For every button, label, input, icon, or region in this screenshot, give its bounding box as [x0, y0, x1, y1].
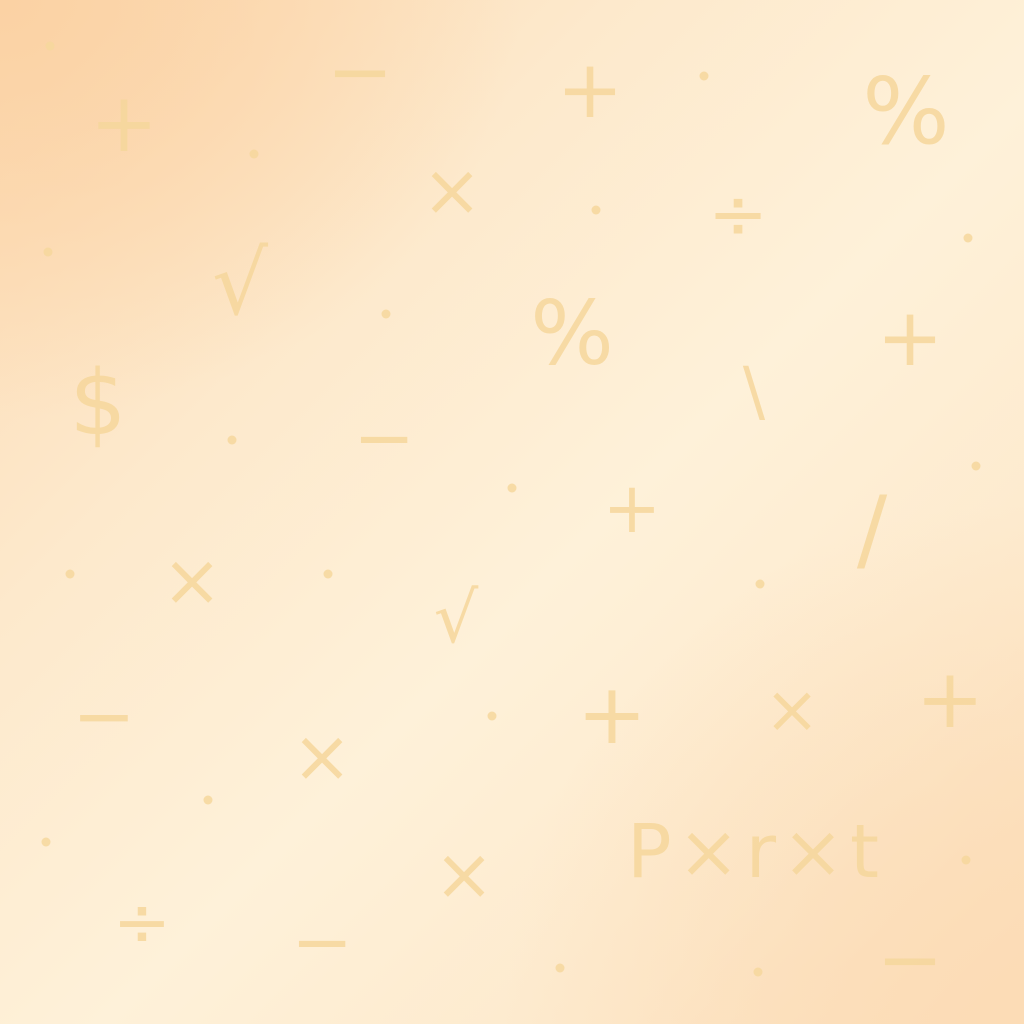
- plus-sign: +: [876, 291, 944, 384]
- dot-decoration: [699, 71, 709, 81]
- dot-decoration: [323, 569, 333, 579]
- plus-sign: +: [89, 76, 159, 171]
- dot-decoration: [203, 795, 213, 805]
- minus-sign: −: [326, 25, 394, 118]
- backslash-sign: \: [742, 353, 766, 430]
- division-sign: ÷: [707, 172, 769, 256]
- plus-sign: +: [915, 652, 985, 747]
- dot-decoration: [961, 855, 971, 865]
- plus-sign: +: [576, 665, 648, 763]
- dot-decoration: [249, 149, 259, 159]
- dot-decoration: [45, 41, 55, 51]
- dot-decoration: [963, 233, 973, 243]
- dot-decoration: [41, 837, 51, 847]
- dot-decoration: [65, 569, 75, 579]
- minus-sign: −: [352, 395, 416, 481]
- dot-decoration: [43, 247, 53, 257]
- square-root-sign: √: [433, 577, 479, 659]
- multiplication-sign: ×: [291, 714, 353, 798]
- multiplication-sign: ×: [764, 671, 820, 748]
- dot-decoration: [591, 205, 601, 215]
- multiplication-sign: ×: [421, 148, 483, 232]
- minus-sign: −: [876, 913, 944, 1006]
- dot-decoration: [971, 461, 981, 471]
- plus-sign: +: [556, 43, 624, 136]
- dot-decoration: [227, 435, 237, 445]
- square-root-sign: √: [211, 232, 269, 335]
- dot-decoration: [507, 483, 517, 493]
- multiplication-sign: ×: [433, 832, 495, 916]
- percent-sign: %: [530, 282, 614, 385]
- percent-sign: %: [862, 58, 950, 165]
- minus-sign: −: [290, 899, 354, 985]
- dot-decoration: [487, 711, 497, 721]
- dollar-sign: $: [69, 351, 127, 456]
- dot-decoration: [753, 967, 763, 977]
- dot-decoration: [381, 309, 391, 319]
- dot-decoration: [555, 963, 565, 973]
- slash-sign: /: [856, 477, 888, 582]
- minus-sign: −: [72, 671, 136, 760]
- plus-sign: +: [602, 467, 662, 549]
- division-sign: ÷: [112, 881, 172, 963]
- dot-decoration: [755, 579, 765, 589]
- simple-interest-formula: P×r×t: [626, 809, 886, 895]
- multiplication-sign: ×: [161, 538, 223, 622]
